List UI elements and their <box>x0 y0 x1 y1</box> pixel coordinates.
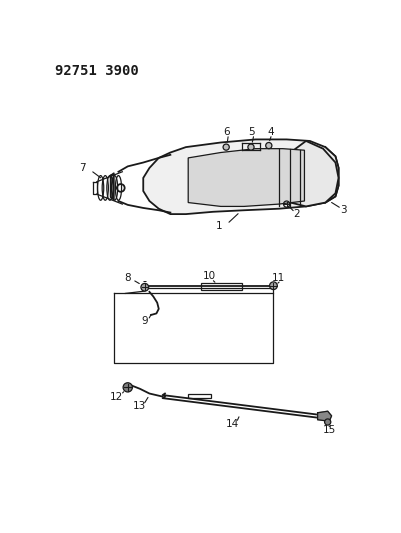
Circle shape <box>269 282 277 289</box>
Text: 7: 7 <box>79 163 86 173</box>
Circle shape <box>123 383 132 392</box>
Text: 92751 3900: 92751 3900 <box>55 64 138 78</box>
Text: 10: 10 <box>202 271 215 281</box>
Polygon shape <box>317 411 331 421</box>
Polygon shape <box>143 140 338 214</box>
Polygon shape <box>188 149 304 206</box>
Text: 5: 5 <box>248 127 254 137</box>
Text: 15: 15 <box>322 425 335 435</box>
Circle shape <box>141 284 148 291</box>
Polygon shape <box>278 141 338 206</box>
Text: 3: 3 <box>339 205 346 215</box>
Text: 1: 1 <box>215 221 222 231</box>
Circle shape <box>324 419 330 425</box>
Text: 13: 13 <box>132 401 146 411</box>
Circle shape <box>265 142 271 149</box>
Circle shape <box>247 144 253 150</box>
Text: 9: 9 <box>141 316 148 326</box>
Text: 12: 12 <box>109 392 122 401</box>
Text: 2: 2 <box>293 209 299 219</box>
Circle shape <box>223 144 229 150</box>
Text: 11: 11 <box>271 273 285 283</box>
Text: 6: 6 <box>223 127 230 137</box>
Text: 14: 14 <box>225 419 239 429</box>
Text: 4: 4 <box>267 127 274 137</box>
Text: 8: 8 <box>124 273 131 283</box>
